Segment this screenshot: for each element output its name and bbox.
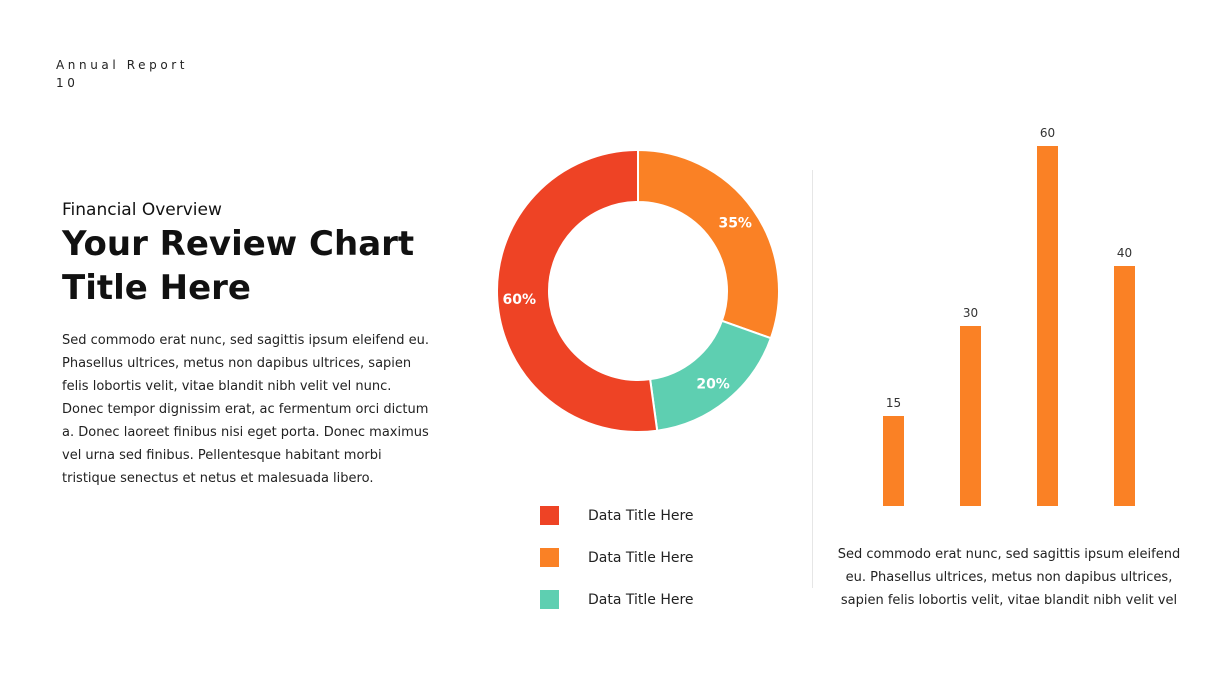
bar-2 — [1037, 146, 1058, 506]
intro-paragraph: Sed commodo erat nunc, sed sagittis ipsu… — [62, 333, 429, 486]
report-header: Annual Report 10 — [56, 56, 188, 92]
vertical-divider — [812, 170, 813, 588]
section-subtitle: Financial Overview — [62, 200, 222, 220]
bar-chart: 15 30 60 40 — [883, 126, 1135, 506]
bar-value-label: 15 — [886, 396, 901, 410]
legend-label: Data Title Here — [588, 550, 694, 566]
legend-swatch-red — [540, 506, 559, 525]
legend-swatch-orange — [540, 548, 559, 567]
legend-label: Data Title Here — [588, 592, 694, 608]
donut-slice-label: 60% — [503, 292, 537, 308]
bar-value-label: 60 — [1040, 126, 1055, 140]
bar-value-label: 30 — [963, 306, 978, 320]
donut-slice-0 — [637, 148, 780, 340]
page-number: 10 — [56, 76, 79, 90]
chart-title: Your Review Chart Title Here — [62, 224, 415, 308]
donut-slice-label: 20% — [696, 376, 730, 392]
legend-swatch-teal — [540, 590, 559, 609]
bar-3 — [1114, 266, 1135, 506]
bar-value-label: 40 — [1117, 246, 1132, 260]
donut-slice-label: 35% — [718, 215, 752, 231]
report-label: Annual Report — [56, 58, 189, 72]
bar-0 — [883, 416, 904, 506]
bar-1 — [960, 326, 981, 506]
bar-chart-caption: Sed commodo erat nunc, sed sagittis ipsu… — [837, 547, 1181, 608]
donut-slice-2 — [496, 148, 659, 433]
donut-chart: 35% 20% 60% — [496, 148, 780, 433]
legend-label: Data Title Here — [588, 508, 694, 524]
